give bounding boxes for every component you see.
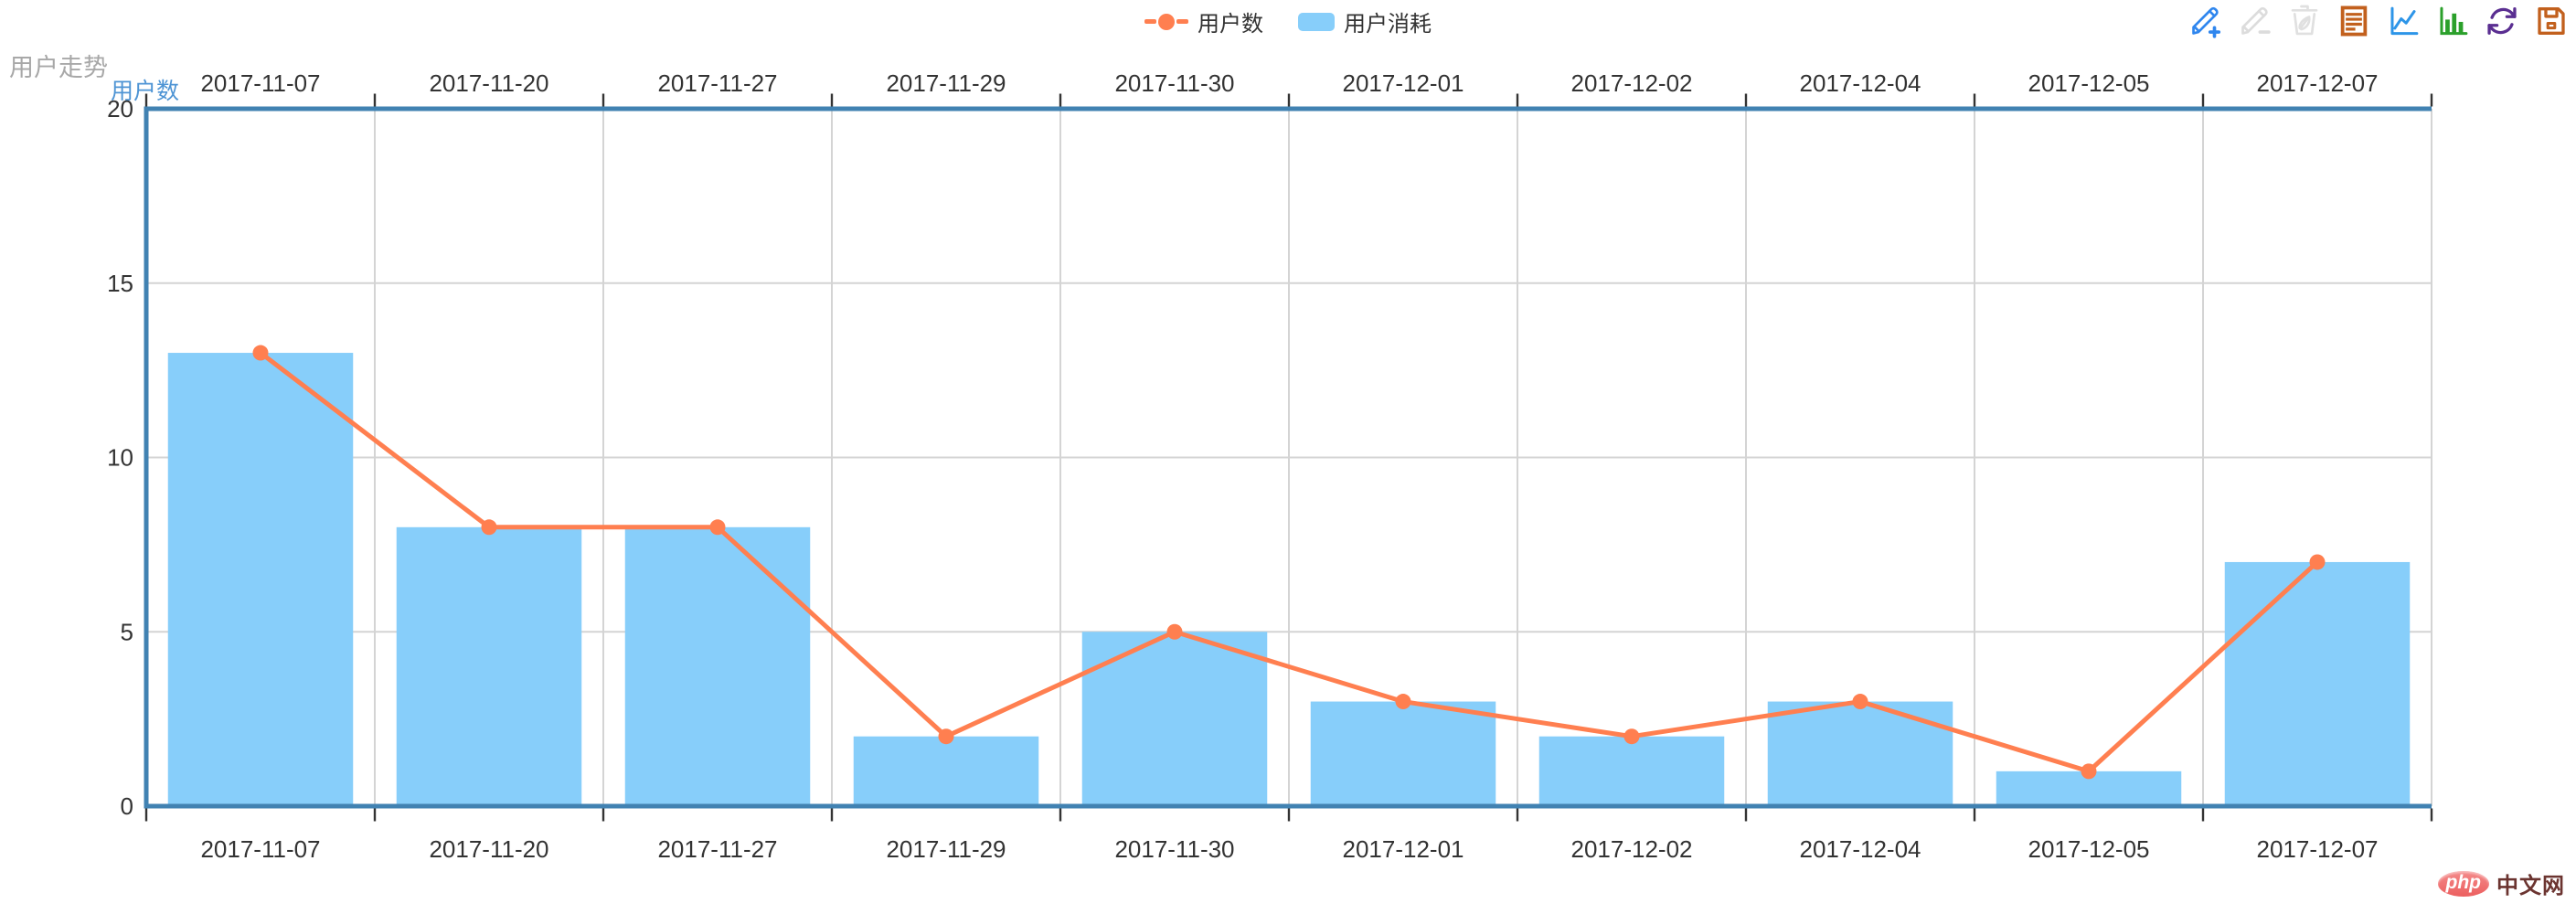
y-label: 5 xyxy=(121,618,133,645)
data-point[interactable] xyxy=(1623,728,1640,745)
clear-trash-icon[interactable] xyxy=(2287,1,2322,41)
data-view-icon[interactable] xyxy=(2336,1,2371,41)
x-label-bottom: 2017-11-27 xyxy=(657,835,777,863)
data-point[interactable] xyxy=(252,345,269,361)
data-point[interactable] xyxy=(709,519,726,536)
legend-label: 用户消耗 xyxy=(1344,12,1432,37)
toolbox xyxy=(2188,1,2569,41)
data-point[interactable] xyxy=(2309,554,2326,570)
draw-edit-icon[interactable] xyxy=(2238,1,2273,41)
data-point[interactable] xyxy=(1395,694,1411,710)
x-label-top: 2017-11-30 xyxy=(1114,69,1234,97)
y-label: 20 xyxy=(107,95,133,122)
x-label-bottom: 2017-11-20 xyxy=(429,835,548,863)
x-label-bottom: 2017-11-29 xyxy=(886,835,1006,863)
bar[interactable] xyxy=(624,526,811,804)
trend-line[interactable] xyxy=(258,350,2320,774)
restore-icon[interactable] xyxy=(2485,1,2519,41)
x-label-top: 2017-12-07 xyxy=(2257,69,2379,97)
bar-series-marker xyxy=(1298,12,1335,31)
y-label: 15 xyxy=(107,270,133,297)
bar[interactable] xyxy=(1767,701,1953,804)
x-label-top: 2017-11-20 xyxy=(429,69,548,97)
bar[interactable] xyxy=(396,526,582,804)
x-label-bottom: 2017-11-30 xyxy=(1114,835,1234,863)
x-label-bottom: 2017-12-05 xyxy=(2028,835,2150,863)
x-label-top: 2017-12-02 xyxy=(1571,69,1693,97)
x-label-top: 2017-12-01 xyxy=(1343,69,1464,97)
bar[interactable] xyxy=(853,736,1039,804)
bar[interactable] xyxy=(1081,632,1268,804)
php-logo-badge: php xyxy=(2437,870,2489,897)
y-axis-name: 用户数 xyxy=(111,79,180,104)
x-label-bottom: 2017-12-07 xyxy=(2257,835,2379,863)
draw-add-icon[interactable] xyxy=(2188,1,2223,41)
x-label-top: 2017-12-04 xyxy=(1800,69,1921,97)
x-label-top: 2017-11-29 xyxy=(886,69,1006,97)
switch-line-icon[interactable] xyxy=(2386,1,2421,41)
watermark-text: 中文网 xyxy=(2496,874,2565,898)
bar[interactable] xyxy=(1538,736,1725,804)
x-label-top: 2017-11-27 xyxy=(657,69,777,97)
legend-label: 用户数 xyxy=(1198,12,1263,37)
legend-item-0[interactable]: 用户数 xyxy=(1144,5,1263,37)
legend: 用户数 用户消耗 xyxy=(0,5,2576,37)
save-image-icon[interactable] xyxy=(2534,1,2569,41)
line-series-marker xyxy=(1144,13,1188,30)
watermark: php 中文网 xyxy=(2437,867,2565,899)
data-point[interactable] xyxy=(938,728,954,745)
y-label: 10 xyxy=(107,444,133,472)
x-label-bottom: 2017-11-07 xyxy=(200,835,320,863)
x-label-top: 2017-12-05 xyxy=(2028,69,2150,97)
x-label-bottom: 2017-12-02 xyxy=(1571,835,1693,863)
data-point[interactable] xyxy=(1852,694,1868,710)
data-point[interactable] xyxy=(2081,763,2097,780)
x-label-bottom: 2017-12-01 xyxy=(1343,835,1464,863)
switch-bar-icon[interactable] xyxy=(2435,1,2470,41)
x-label-bottom: 2017-12-04 xyxy=(1800,835,1921,863)
bar[interactable] xyxy=(2224,561,2411,804)
x-label-top: 2017-11-07 xyxy=(200,69,320,97)
bar[interactable] xyxy=(1310,701,1496,804)
data-point[interactable] xyxy=(1166,623,1183,640)
chart-title: 用户走势 xyxy=(9,54,108,81)
y-label: 0 xyxy=(121,792,133,820)
bar[interactable] xyxy=(167,353,354,804)
legend-item-1[interactable]: 用户消耗 xyxy=(1298,5,1432,37)
data-point[interactable] xyxy=(481,519,497,536)
